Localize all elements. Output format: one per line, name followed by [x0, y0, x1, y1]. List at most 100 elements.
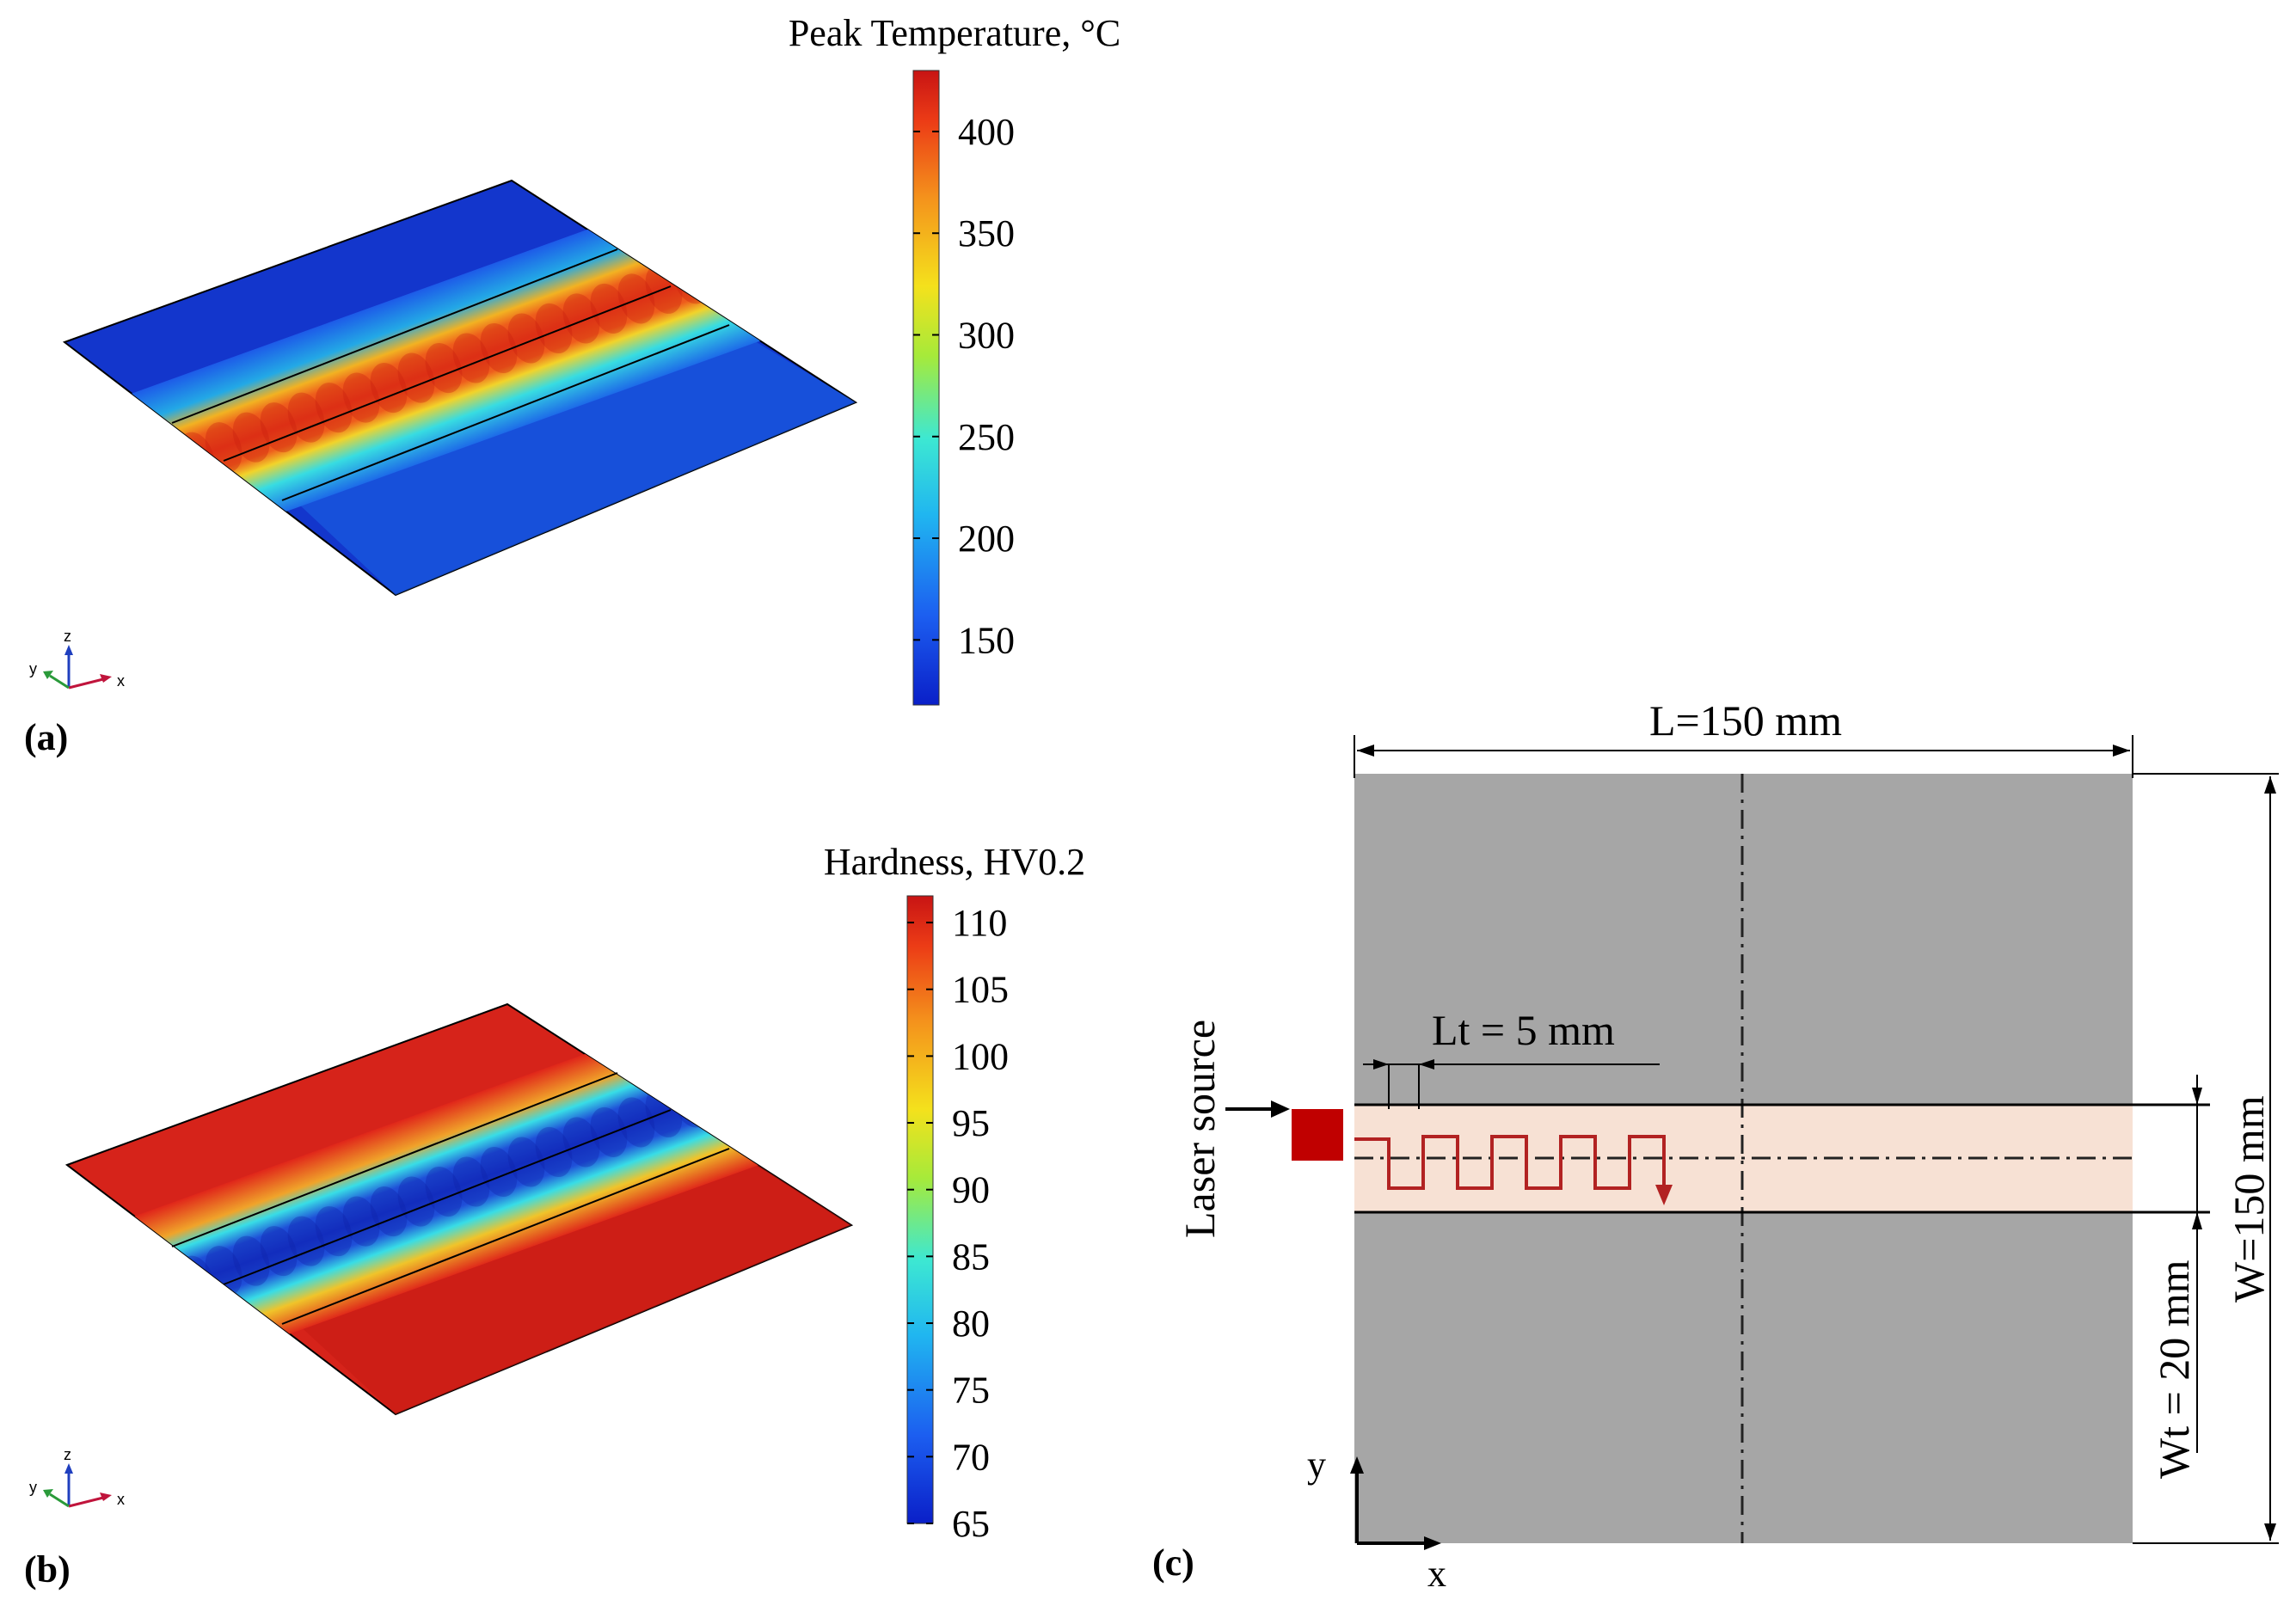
ripple-mark	[122, 451, 160, 502]
ripple-mark	[232, 1235, 270, 1286]
colorbar-bar-a	[912, 70, 940, 706]
ripple-mark	[150, 1266, 187, 1316]
plate-length-label: L=150 mm	[1649, 696, 1842, 745]
ripple-mark	[260, 1226, 298, 1277]
colorbar-bar-b	[906, 895, 934, 1524]
colorbar-tick-label: 80	[952, 1302, 990, 1345]
ripple-mark	[260, 402, 298, 453]
ripple-mark	[859, 1003, 909, 1063]
colorbar-tick-label: 70	[952, 1436, 990, 1478]
ripple-mark	[727, 1057, 765, 1108]
colorbar-ticks-b: 110 105 100 95 90 85 80 75 70 65	[907, 902, 1009, 1545]
ripple-mark	[507, 313, 545, 364]
ripple-mark	[617, 1097, 655, 1148]
colorbar-tick-label: 90	[952, 1169, 990, 1211]
ripple-mark	[122, 1275, 160, 1326]
panel-label-b: (b)	[24, 1548, 71, 1591]
colorbar-ticks-a: 400 350 300 250 200 150	[913, 111, 1015, 661]
axis-triad: z x y	[29, 628, 125, 690]
colorbar-title-b: Hardness, HV0.2	[824, 841, 1085, 883]
panel-a: z x y (a) Peak Temperature, °C 400 350 300…	[24, 12, 1120, 758]
ripple-mark	[590, 1106, 628, 1157]
ripple-mark	[287, 392, 325, 443]
triad-x-b: x	[117, 1491, 125, 1508]
ripple-mark	[480, 322, 518, 374]
ripple-mark	[783, 214, 820, 265]
scan-direction-arrow	[1655, 1185, 1673, 1205]
axis-triad-b: z x y	[29, 1446, 125, 1508]
track-line-upper-b	[171, 1072, 618, 1247]
triad-y-b: y	[29, 1479, 37, 1496]
ripple-mark	[425, 343, 463, 394]
ripple-mark	[480, 1146, 518, 1198]
colorbar-title-a: Peak Temperature, °C	[789, 12, 1120, 54]
ripple-mark	[315, 383, 353, 433]
ripple-mark	[727, 234, 765, 285]
ripple-mark	[562, 1117, 600, 1168]
y-axis-label: y	[1307, 1443, 1326, 1486]
colorbar-tick-label: 95	[952, 1102, 990, 1144]
track-line-upper	[171, 248, 618, 424]
colorbar-tick-label: 250	[958, 416, 1015, 458]
ripple-mark	[95, 1285, 132, 1336]
ripple-mark	[810, 204, 848, 254]
track-length-label: Lt = 5 mm	[1432, 1006, 1615, 1054]
colorbar-tick-label: 400	[958, 111, 1015, 153]
ripple-mark	[287, 1216, 325, 1266]
ripple-mark	[452, 333, 490, 383]
triad-y: y	[29, 660, 37, 677]
triad-z: z	[64, 628, 71, 645]
colorbar-tick-label: 100	[952, 1035, 1009, 1077]
ripple-mark	[700, 243, 738, 294]
track-width-label: Wt = 20 mm	[2150, 1260, 2198, 1479]
colorbar-tick-label: 200	[958, 518, 1015, 560]
laser-source-block	[1292, 1109, 1343, 1161]
ripple-mark	[507, 1137, 545, 1187]
ripple-mark	[838, 1018, 851, 1069]
track-line-lower	[281, 324, 730, 501]
track-line-lower-b	[281, 1148, 730, 1325]
ripple-mark	[452, 1156, 490, 1207]
ripple-mark	[397, 352, 435, 403]
ripple-mark	[397, 1176, 435, 1227]
triad-z-b: z	[64, 1446, 71, 1463]
ripple-mark	[562, 293, 600, 344]
triad-x: x	[117, 672, 125, 690]
x-axis-label: x	[1427, 1553, 1446, 1595]
plate-width-label: W=150 mm	[2225, 1095, 2273, 1302]
track-line-center	[223, 285, 672, 462]
ripple-mark	[535, 1126, 573, 1177]
colorbar-tick-label: 65	[952, 1503, 990, 1545]
panel-b: z x y (b) Hardness, HV0.2 110 105 100 95 90 8…	[24, 841, 1085, 1591]
ripple-mark	[315, 1206, 353, 1257]
ripple-mark	[535, 303, 573, 353]
panel-c: Laser source L=150 mm W=150 mm Wt = 20 m…	[1152, 696, 2279, 1595]
ripple-mark	[617, 273, 655, 324]
ripple-mark	[232, 412, 270, 463]
ripple-mark	[810, 1027, 848, 1078]
ripple-mark	[425, 1167, 463, 1217]
colorbar-tick-label: 110	[952, 902, 1007, 944]
ripple-mark	[859, 180, 909, 240]
ripple-mark	[95, 462, 132, 512]
panel-label-a: (a)	[24, 716, 68, 758]
ripple-mark	[755, 224, 793, 274]
ripple-mark	[838, 194, 856, 245]
colorbar-a: Peak Temperature, °C 400 350 300 250 200 150	[789, 12, 1120, 706]
laser-scan-path	[1354, 1135, 1666, 1190]
colorbar-tick-label: 150	[958, 619, 1015, 661]
ripple-mark	[150, 442, 187, 493]
colorbar-tick-label: 300	[958, 315, 1015, 357]
colorbar-tick-label: 105	[952, 969, 1009, 1011]
ripple-mark	[700, 1067, 738, 1118]
ripple-mark	[783, 1038, 820, 1088]
ripple-mark	[755, 1047, 793, 1098]
colorbar-tick-label: 75	[952, 1370, 990, 1412]
ripple-mark	[590, 283, 628, 334]
colorbar-b: Hardness, HV0.2 110 105 100 95 90 85 80 75 70 65	[824, 841, 1085, 1545]
colorbar-tick-label: 350	[958, 212, 1015, 254]
laser-source-label: Laser source	[1176, 1020, 1224, 1238]
panel-label-c: (c)	[1152, 1542, 1194, 1584]
track-line-center-b	[223, 1109, 672, 1285]
